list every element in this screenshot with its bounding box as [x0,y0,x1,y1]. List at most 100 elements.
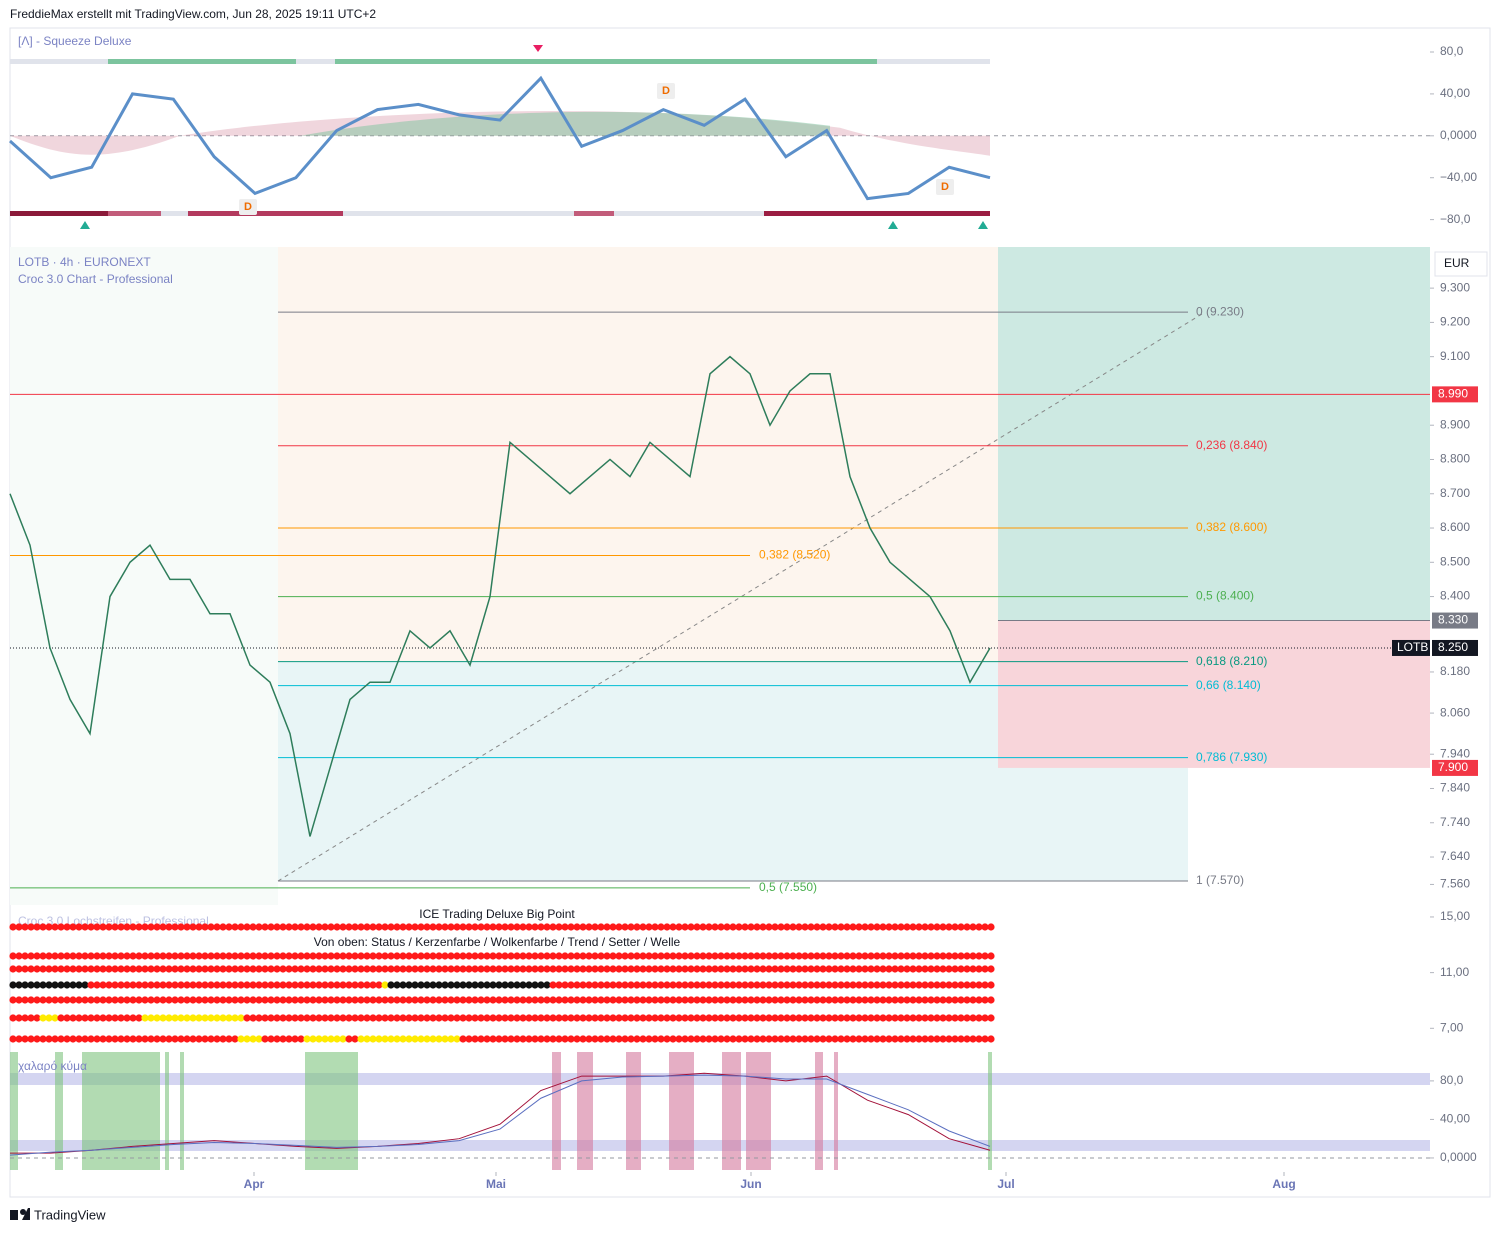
dot [915,1035,923,1043]
dot [639,1014,647,1022]
dot [621,923,629,931]
x-tick-label: Aug [1272,1177,1295,1191]
dot [939,1014,947,1022]
dot [705,996,713,1004]
dot [879,1014,887,1022]
dot [15,996,23,1004]
dot [225,996,233,1004]
dot [693,1035,701,1043]
dot [399,996,407,1004]
dot [795,952,803,960]
dot [345,923,353,931]
dot [225,965,233,973]
dot [231,1014,239,1022]
dot [69,965,77,973]
dot [261,1035,269,1043]
dot [969,981,977,989]
dot [387,965,395,973]
dot [471,981,479,989]
dot [927,1014,935,1022]
dot [885,1014,893,1022]
dot [159,965,167,973]
dot [609,923,617,931]
dot [585,923,593,931]
dot [273,923,281,931]
dot [327,1035,335,1043]
dot [519,996,527,1004]
dot [183,923,191,931]
dot [723,965,731,973]
dot [321,1035,329,1043]
price-tag [1432,639,1478,656]
line-series [9,1074,991,1156]
dot [51,923,59,931]
dot [585,965,593,973]
dot [705,952,713,960]
dot [345,965,353,973]
dot [357,981,365,989]
y-tick-label: 9.300 [1440,280,1470,294]
dot [525,923,533,931]
dot [849,965,857,973]
dot [15,965,23,973]
dot [543,1035,551,1043]
dot [609,981,617,989]
dot [159,952,167,960]
dot [897,965,905,973]
dot [561,952,569,960]
dot [339,923,347,931]
dot [645,996,653,1004]
dot [945,1014,953,1022]
panel-title: χαλαρό κύμα [18,1059,87,1073]
dot [327,965,335,973]
dot [783,1014,791,1022]
line-series [10,1072,991,1154]
dot [699,996,707,1004]
dot [495,981,503,989]
fib-label: 0,66 (8.140) [1196,678,1261,692]
dot [687,1014,695,1022]
dot [285,923,293,931]
signal-arrow [80,221,988,229]
x-tick-label: Jul [997,1177,1014,1191]
dot [837,923,845,931]
dot [921,965,929,973]
dot [927,996,935,1004]
dot [63,1035,71,1043]
dot [909,981,917,989]
dot [579,965,587,973]
dot [177,1035,185,1043]
dot [135,923,143,931]
dot [741,1014,749,1022]
dot [261,1014,269,1022]
dot [891,996,899,1004]
dot [603,1014,611,1022]
dot [453,1035,461,1043]
annotation-box [239,199,257,215]
dot [381,1035,389,1043]
dot [501,965,509,973]
dot [423,996,431,1004]
dot [303,1014,311,1022]
dot [753,981,761,989]
dot [717,923,725,931]
dot [255,996,263,1004]
dot [279,1035,287,1043]
dot [681,996,689,1004]
currency: EUR [1444,256,1470,270]
dot [687,923,695,931]
dot [675,981,683,989]
dot [333,923,341,931]
dot [687,981,695,989]
dot [147,923,155,931]
dot [795,923,803,931]
dot [513,996,521,1004]
dot [675,923,683,931]
dot [987,996,995,1004]
dot [579,952,587,960]
dot [885,981,893,989]
dot [543,1014,551,1022]
dot [849,952,857,960]
dot [297,923,305,931]
dot [423,923,431,931]
